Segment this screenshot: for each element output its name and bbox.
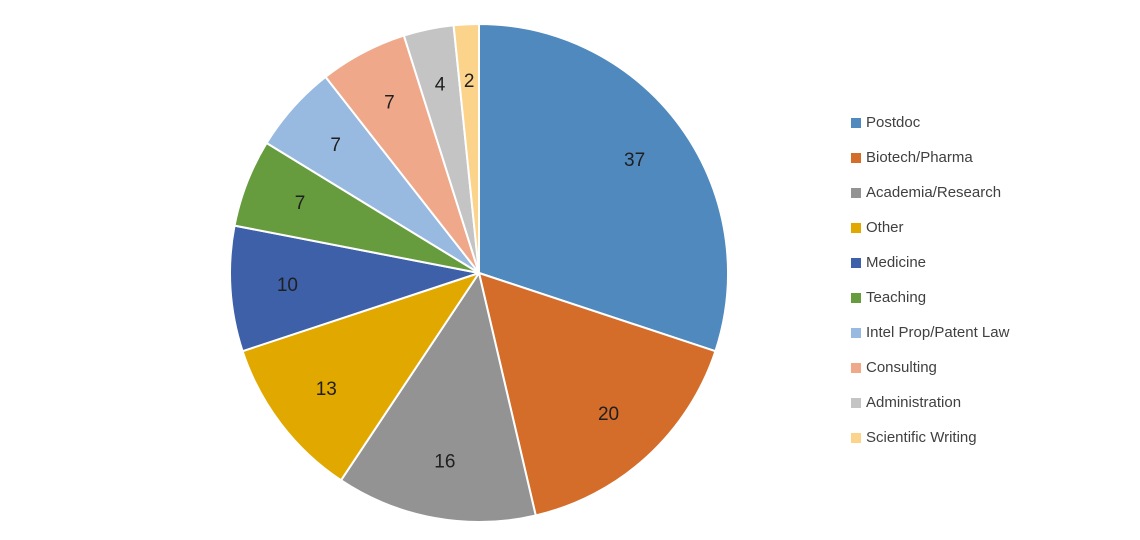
legend-label: Consulting [866,359,937,376]
legend-swatch [851,292,861,303]
legend-item-scientific-writing: Scientific Writing [851,420,1136,455]
legend-label: Teaching [866,289,927,306]
data-label-biotech-pharma: 20 [598,404,619,425]
legend-label: Administration [866,394,962,411]
legend-swatch [851,222,861,233]
pie-slice-medicine [229,224,480,353]
legend-swatch [851,362,861,373]
data-label-intel-prop-patent-law: 7 [330,135,341,156]
legend-label: Medicine [866,254,927,271]
legend-label: Scientific Writing [866,429,977,446]
legend-swatch [851,327,861,338]
data-label-academia-research: 16 [434,451,455,472]
pie-slice-other [241,272,480,482]
pie-data-labels: 37 20 16 13 10 7 7 7 4 2 [277,71,645,473]
legend-label: Postdoc [866,114,921,131]
legend-item-intel-prop-patent-law: Intel Prop/Patent Law [851,315,1136,350]
legend-item-other: Other [851,210,1136,245]
legend-item-medicine: Medicine [851,245,1136,280]
legend-item-consulting: Consulting [851,350,1136,385]
pie-slice-scientific-writing [452,23,480,274]
legend-swatch [851,117,861,128]
legend-label: Biotech/Pharma [866,149,973,166]
legend-item-biotech-pharma: Biotech/Pharma [851,140,1136,175]
data-label-consulting: 7 [384,93,395,114]
legend-swatch [851,397,861,408]
legend-label: Other [866,219,904,236]
legend-swatch [851,187,861,198]
data-label-other: 13 [316,379,337,400]
legend-swatch [851,257,861,268]
legend-swatch [851,152,861,163]
data-label-medicine: 10 [277,275,298,296]
data-label-postdoc: 37 [624,150,645,171]
legend-item-postdoc: Postdoc [851,105,1136,140]
data-label-scientific-writing: 2 [464,71,475,92]
pie-slice-biotech-pharma [478,272,717,517]
legend-swatch [851,432,861,443]
legend: Postdoc Biotech/Pharma Academia/Research Ot… [851,105,1136,455]
legend-label: Academia/Research [866,184,1002,201]
legend-label: Intel Prop/Patent Law [866,324,1010,341]
data-label-teaching: 7 [295,193,306,214]
legend-item-academia-research: Academia/Research [851,175,1136,210]
pie-slice-postdoc [478,23,729,353]
legend-item-administration: Administration [851,385,1136,420]
legend-item-teaching: Teaching [851,280,1136,315]
pie-slices [229,23,729,523]
pie-slice-academia-research [339,272,537,523]
data-label-administration: 4 [435,74,446,95]
